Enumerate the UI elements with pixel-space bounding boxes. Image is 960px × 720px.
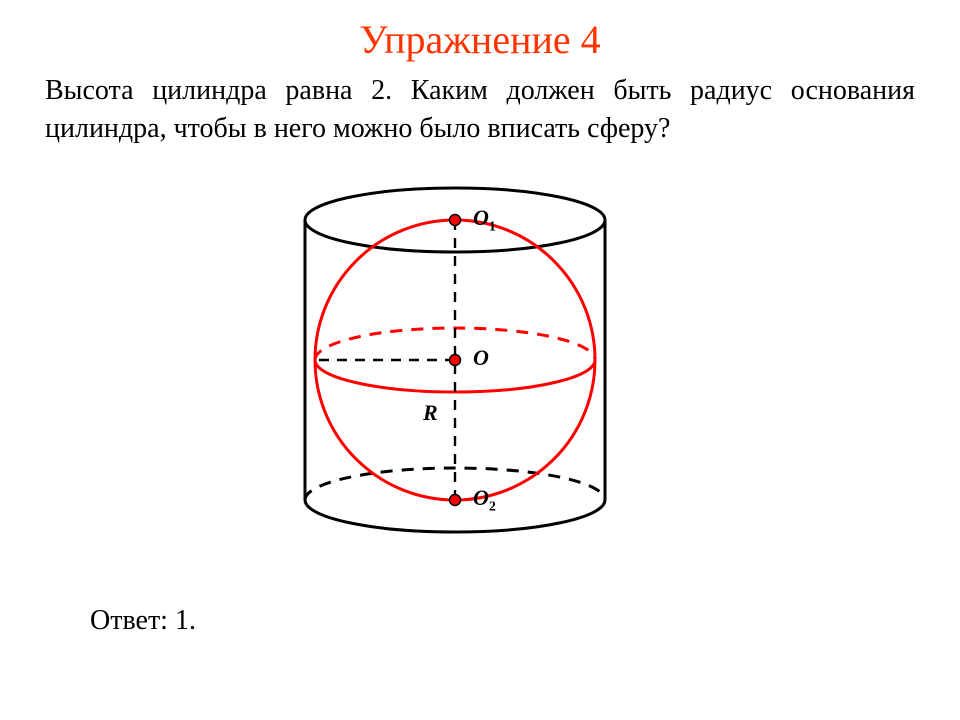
label-R: R <box>423 400 438 426</box>
label-O2: O2 <box>473 485 496 515</box>
slide: Упражнение 4 Высота цилиндра равна 2. Ка… <box>0 0 960 720</box>
exercise-title: Упражнение 4 <box>0 18 960 62</box>
label-O1: O1 <box>473 205 496 235</box>
diagram-svg <box>255 175 655 575</box>
answer-label: Ответ: <box>90 605 168 636</box>
problem-text: Высота цилиндра равна 2. Каким должен бы… <box>45 72 915 148</box>
answer-value: 1. <box>175 605 196 636</box>
label-O: O <box>473 345 489 371</box>
answer-line: Ответ: 1. <box>90 605 196 637</box>
cylinder-sphere-diagram: O1 O R O2 <box>255 175 655 575</box>
